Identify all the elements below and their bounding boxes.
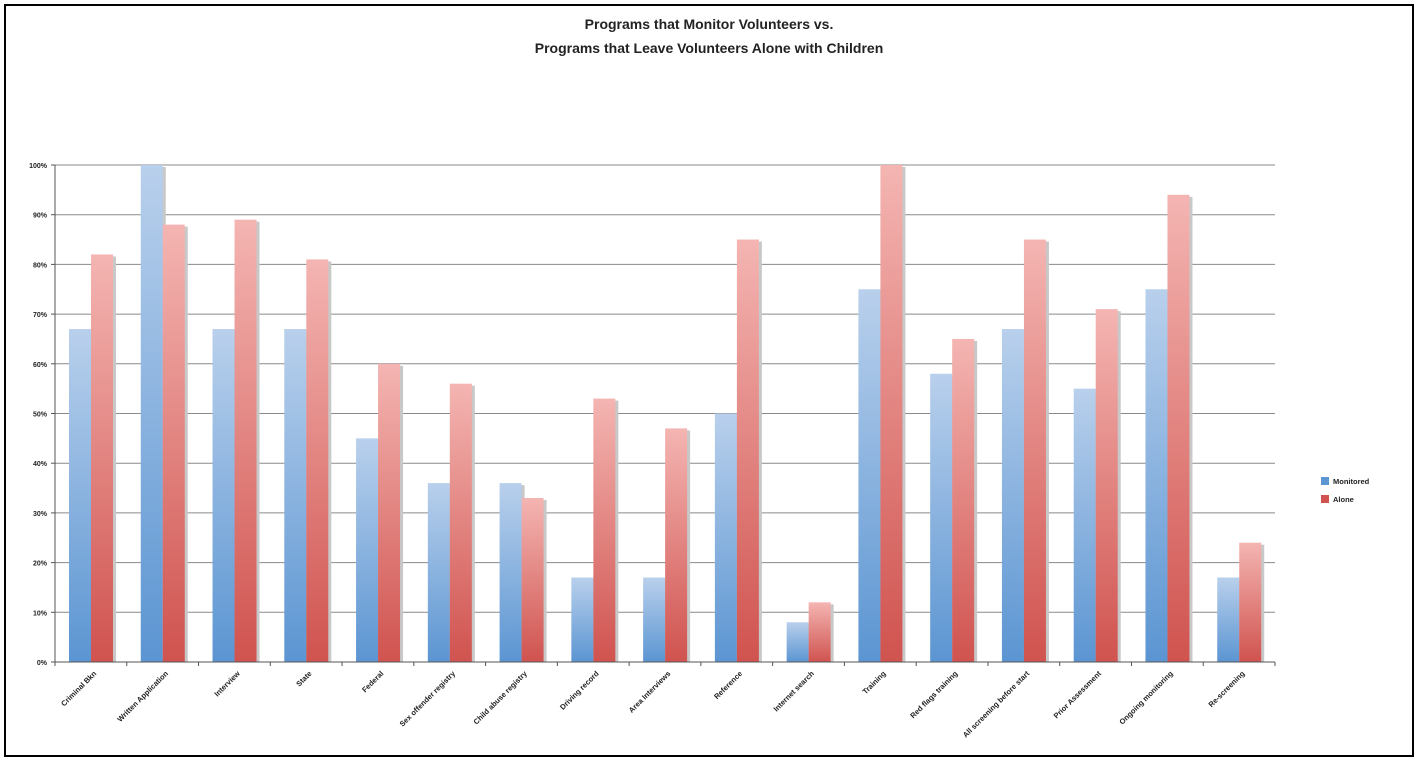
bar-monitored — [499, 483, 522, 662]
legend-label-monitored: Monitored — [1333, 477, 1370, 486]
bar-monitored — [427, 483, 450, 662]
bar-alone — [1239, 542, 1262, 662]
x-tick-label: Prior Assessment — [1052, 669, 1104, 721]
y-tick-label: 50% — [33, 412, 48, 419]
y-tick-label: 60% — [33, 362, 48, 369]
x-tick-label: Red flags training — [908, 669, 959, 720]
bar-alone — [306, 259, 329, 662]
bar-alone — [1167, 194, 1190, 662]
bars — [69, 165, 1265, 663]
bar-alone — [1095, 309, 1118, 662]
bar-alone — [1023, 239, 1046, 663]
x-tick-label: Written Application — [115, 669, 170, 724]
y-tick-label: 80% — [33, 262, 48, 269]
bar-monitored — [571, 577, 594, 662]
bar-monitored — [212, 329, 235, 662]
bar-monitored — [1217, 577, 1240, 662]
bar-alone — [378, 363, 401, 662]
bar-alone — [162, 224, 185, 662]
legend-swatch-monitored — [1321, 477, 1329, 485]
y-tick-label: 90% — [33, 213, 48, 220]
bar-monitored — [1145, 289, 1168, 662]
x-tick-label: Internet search — [772, 669, 817, 714]
legend-label-alone: Alone — [1333, 495, 1354, 504]
y-tick-label: 20% — [33, 561, 48, 568]
bar-alone — [91, 254, 113, 662]
x-tick-label: Driving record — [558, 669, 601, 712]
x-tick-label: Area Interviews — [627, 669, 673, 715]
y-tick-label: 10% — [33, 610, 48, 617]
bar-monitored — [930, 373, 953, 662]
chart-title-line-2: Programs that Leave Volunteers Alone wit… — [534, 40, 884, 56]
bar-alone — [234, 219, 257, 663]
bar-monitored — [1073, 388, 1096, 662]
legend: Monitored Alone — [1321, 477, 1370, 504]
bar-monitored — [643, 577, 666, 662]
bar-alone — [665, 428, 688, 662]
x-tick-label: Criminal Bkn — [59, 669, 98, 708]
x-tick-label: Child abuse registry — [472, 668, 530, 726]
y-tick-label: 70% — [33, 312, 48, 319]
bar-alone — [880, 165, 903, 662]
bar-monitored — [786, 622, 809, 662]
y-tick-label: 30% — [33, 511, 48, 518]
bar-monitored — [858, 289, 881, 662]
x-tick-label: Reference — [712, 669, 744, 701]
bar-monitored — [714, 413, 737, 662]
x-tick-label: Training — [861, 669, 888, 696]
bar-alone — [808, 602, 831, 662]
x-tick-label: Ongoing monitoring — [1117, 669, 1175, 727]
x-tick-label: State — [294, 669, 313, 688]
y-tick-label: 0% — [37, 660, 48, 667]
bar-monitored — [69, 329, 91, 662]
y-tick-label: 40% — [33, 461, 48, 468]
x-tick-label: Federal — [360, 669, 385, 694]
legend-swatch-alone — [1321, 495, 1329, 503]
bar-monitored — [140, 165, 163, 662]
bar-alone — [952, 338, 975, 662]
x-tick-label: Sex offender registry — [398, 668, 458, 728]
bar-alone — [593, 398, 616, 662]
x-tick-label: Re-screening — [1207, 669, 1247, 709]
y-tick-label: 100% — [29, 163, 48, 170]
bar-alone — [736, 239, 759, 663]
bar-alone — [521, 497, 544, 662]
bar-monitored — [284, 329, 307, 662]
bar-alone — [449, 383, 472, 662]
bar-monitored — [1001, 329, 1024, 662]
chart-title-line-1: Programs that Monitor Volunteers vs. — [584, 16, 834, 32]
bar-monitored — [356, 438, 379, 662]
x-tick-label: Interview — [212, 669, 241, 698]
x-tick-label: All screening before start — [961, 669, 1032, 740]
